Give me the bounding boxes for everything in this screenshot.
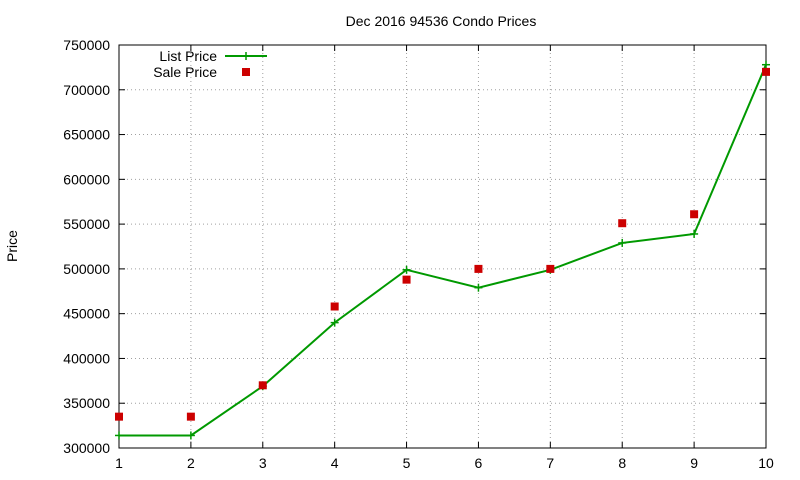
data-point xyxy=(690,210,699,219)
y-tick-label: 350000 xyxy=(63,395,110,411)
y-tick-label: 750000 xyxy=(63,37,110,53)
data-point xyxy=(474,283,483,292)
x-tick-label: 2 xyxy=(187,455,195,471)
data-point xyxy=(402,275,411,284)
series-sale-price xyxy=(115,67,770,421)
data-point xyxy=(618,219,627,228)
data-point xyxy=(402,265,411,274)
x-tick-label: 10 xyxy=(758,455,774,471)
data-point xyxy=(330,318,339,327)
x-tick-label: 7 xyxy=(546,455,554,471)
y-tick-label: 500000 xyxy=(63,261,110,277)
x-tick-label: 9 xyxy=(690,455,698,471)
data-point xyxy=(186,412,195,421)
legend-label: List Price xyxy=(159,48,217,64)
data-point xyxy=(474,264,483,273)
legend-label: Sale Price xyxy=(153,64,217,80)
x-tick-label: 5 xyxy=(403,455,411,471)
legend-swatch-marker xyxy=(242,68,250,76)
y-axis-label: Price xyxy=(4,230,20,262)
y-tick-label: 550000 xyxy=(63,216,110,232)
y-tick-label: 650000 xyxy=(63,127,110,143)
x-tick-label: 4 xyxy=(331,455,339,471)
series xyxy=(115,60,770,440)
axes: 300000 350000 400000 450000 500000 550000 6000… xyxy=(63,37,774,471)
series-line xyxy=(119,64,767,437)
plot-border xyxy=(118,44,767,449)
y-tick-label: 700000 xyxy=(63,82,110,98)
y-tick-label: 450000 xyxy=(63,306,110,322)
legend-swatch-marker xyxy=(242,52,250,60)
x-tick-label: 8 xyxy=(618,455,626,471)
y-tick-label: 400000 xyxy=(63,350,110,366)
data-point xyxy=(330,302,339,311)
data-point xyxy=(546,264,555,273)
chart-title: Dec 2016 94536 Condo Prices xyxy=(346,13,537,29)
y-tick-label: 300000 xyxy=(63,440,110,456)
x-tick-label: 1 xyxy=(115,455,123,471)
data-point xyxy=(618,238,627,247)
data-point xyxy=(690,229,699,238)
data-point xyxy=(762,60,770,69)
x-tick-label: 3 xyxy=(259,455,267,471)
data-point xyxy=(115,431,123,440)
data-point xyxy=(762,67,770,76)
y-tick-label: 600000 xyxy=(63,171,110,187)
data-point xyxy=(258,381,267,390)
data-point xyxy=(115,412,123,421)
data-point xyxy=(186,431,195,440)
x-tick-label: 6 xyxy=(475,455,483,471)
